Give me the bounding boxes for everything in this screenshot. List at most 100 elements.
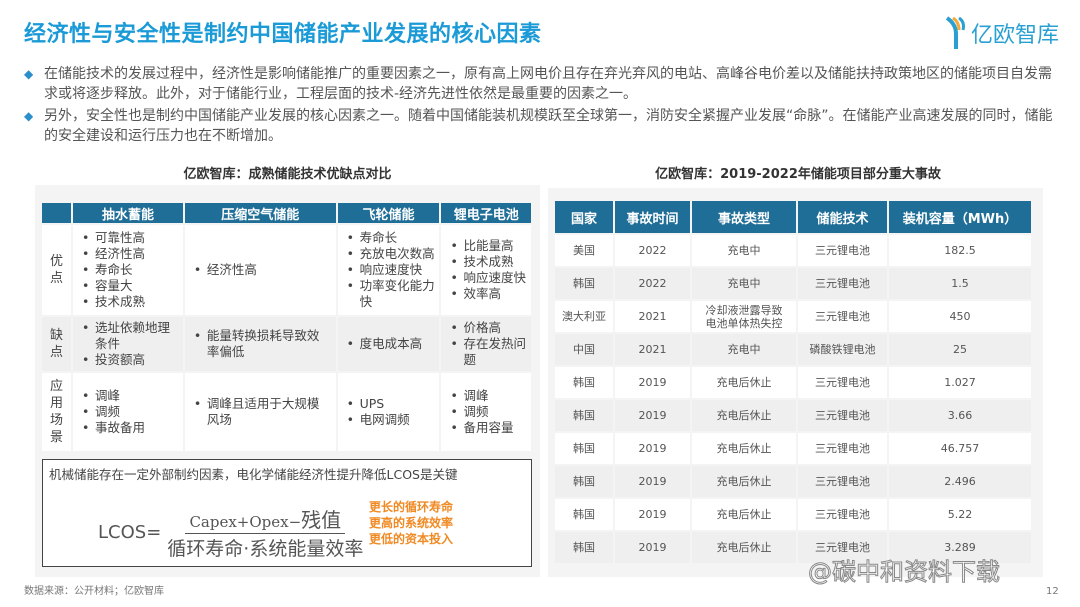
bullet-list: 调峰且适用于大规模风场 [189,396,332,428]
list-item: 充放电次数高 [342,246,436,262]
list-item: 技术成熟 [77,294,179,310]
table-cell: 1.027 [887,365,1033,400]
lcos-box: 机械储能存在一定外部制约因素，电化学储能经济性提升降低LCOS是关键 LCOS=… [42,459,532,567]
row-label-text: 应用场景 [49,379,63,445]
row-label: 优点 [40,223,73,317]
list-item: 调频 [445,404,527,420]
table-cell: 度电成本高 [335,315,442,373]
table-cell: 充电中 [690,233,798,268]
formula-denominator: 循环寿命·系统能量效率 [167,538,364,560]
table-cell: 2022 [613,266,692,301]
table-row: 优点可靠性高经济性高寿命长容量大技术成熟经济性高寿命长充放电次数高响应速度快功率… [40,223,533,317]
table-cell: 充电后休止 [690,431,798,466]
table-cell: 韩国 [553,497,615,532]
table-cell: 充电后休止 [690,530,798,565]
table-cell: 2021 [613,299,692,334]
bullet-list: 能量转换损耗导致效率偏低 [189,328,332,360]
table-cell: 充电中 [690,266,798,301]
driver-item: 更长的循环寿命 [369,500,454,514]
column-header: 储能技术 [796,199,889,235]
list-item: 存在发热问题 [445,336,527,368]
table-cell: 三元锂电池 [796,530,889,565]
table-row: 韩国 2019 充电后休止 三元锂电池 1.027 [553,365,1033,400]
table-cell: 选址依赖地理条件投资额高 [71,315,185,373]
table-cell: 2022 [613,233,692,268]
table-cell: 5.22 [887,497,1033,532]
table-row: 韩国 2019 充电后休止 三元锂电池 2.496 [553,464,1033,499]
table-cell: 比能量高技术成熟响应速度快效率高 [439,223,533,317]
column-header [40,201,73,225]
table-cell: 充电后休止 [690,464,798,499]
row-label: 缺点 [40,315,73,373]
formula-lhs: LCOS= [98,522,162,543]
table-cell: 可靠性高经济性高寿命长容量大技术成熟 [71,223,185,317]
logo-icon [945,16,965,49]
table-cell: 3.66 [887,398,1033,433]
table-cell: 三元锂电池 [796,398,889,433]
column-header: 压缩空气储能 [182,201,338,225]
right-subtitle: 亿欧智库：2019-2022年储能项目部分重大事故 [655,167,941,182]
bullet-list: 选址依赖地理条件投资额高 [77,320,179,368]
table-cell: 价格高存在发热问题 [439,315,533,373]
list-item: 寿命长 [77,262,179,278]
bullet-list: 比能量高技术成熟响应速度快效率高 [445,238,527,302]
table-cell: 寿命长充放电次数高响应速度快功率变化能力快 [335,223,442,317]
table-cell: 韩国 [553,431,615,466]
bullet-list: 寿命长充放电次数高响应速度快功率变化能力快 [342,230,436,310]
table-cell: 能量转换损耗导致效率偏低 [182,315,338,373]
list-item: 寿命长 [342,230,436,246]
row-label: 应用场景 [40,371,73,453]
accident-table: 国家 事故时间 事故类型 储能技术 装机容量（MWh） 美国 2022 充电中 三元锂电池 182… [553,199,1033,565]
list-item: 能量转换损耗导致效率偏低 [189,328,332,360]
table-cell: 2021 [613,332,692,367]
driver-item: 更低的资本投入 [369,532,454,546]
list-item: 技术成熟 [445,254,527,270]
column-header: 国家 [553,199,615,235]
column-header: 飞轮储能 [335,201,442,225]
list-item: 比能量高 [445,238,527,254]
list-item: 调峰 [445,388,527,404]
row-label-text: 缺点 [49,328,63,360]
column-header: 事故时间 [613,199,692,235]
list-item: 价格高 [445,320,527,336]
table-row: 韩国 2019 充电后休止 三元锂电池 5.22 [553,497,1033,532]
bullet-list: 价格高存在发热问题 [445,320,527,368]
list-item: 调频 [77,404,179,420]
table-cell: 2019 [613,398,692,433]
table-cell: 2019 [613,530,692,565]
table-cell: 2019 [613,431,692,466]
bullet-list: 调峰调频备用容量 [445,388,527,436]
table-cell: 充电后休止 [690,497,798,532]
list-item: 调峰 [77,388,179,404]
table-cell: 韩国 [553,365,615,400]
table-cell: 25 [887,332,1033,367]
table-cell: 450 [887,299,1033,334]
table-cell: 三元锂电池 [796,431,889,466]
table-cell: 经济性高 [182,223,338,317]
diamond-icon: ◆ [24,109,34,123]
table-cell: 韩国 [553,464,615,499]
list-item: 响应速度快 [342,262,436,278]
list-item: 经济性高 [189,262,332,278]
logo-text: 亿欧智库 [971,23,1060,48]
page-number: 12 [1046,586,1059,597]
formula-numerator-residual: 残值 [301,508,342,532]
table-row: 美国 2022 充电中 三元锂电池 182.5 [553,233,1033,268]
table-cell: 韩国 [553,398,615,433]
table-cell: 调峰调频事故备用 [71,371,185,453]
table-cell: 2.496 [887,464,1033,499]
table-cell: UPS电网调频 [335,371,442,453]
list-item: 事故备用 [77,420,179,436]
formula-numerator: Capex+Opex− [189,513,302,531]
bullet-item: ◆ 在储能技术的发展过程中，经济性是影响储能推广的重要因素之一，原有高上网电价且存… [24,64,1059,104]
bullet-text: 另外，安全性也是制约中国储能产业发展的核心因素之一。随着中国储能装机规模跃至全球… [44,108,1053,144]
bullet-item: ◆ 另外，安全性也是制约中国储能产业发展的核心因素之一。随着中国储能装机规模跃至全… [24,106,1059,146]
table-cell: 韩国 [553,530,615,565]
page-title: 经济性与安全性是制约中国储能产业发展的核心因素 [24,22,542,47]
bullet-text: 在储能技术的发展过程中，经济性是影响储能推广的重要因素之一，原有高上网电价且存在… [44,66,1052,102]
bullet-list: 经济性高 [189,262,332,278]
list-item: 度电成本高 [342,336,436,352]
bullet-list: UPS电网调频 [342,396,436,428]
column-header: 锂电子电池 [439,201,533,225]
row-label-text: 优点 [49,254,63,286]
